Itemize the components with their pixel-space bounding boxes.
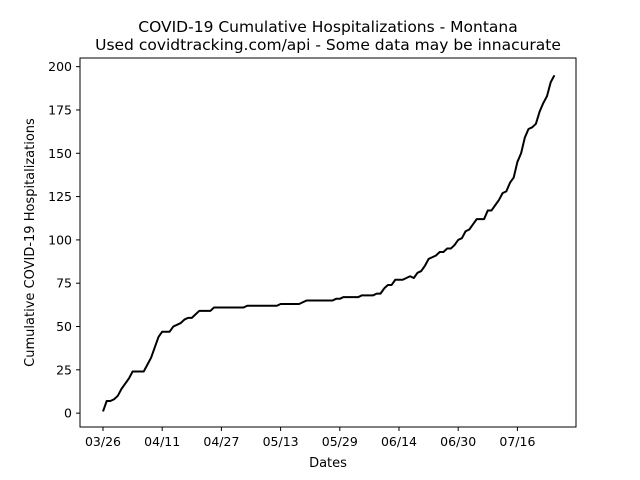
y-tick-label: 75 bbox=[56, 276, 72, 291]
y-axis-label: Cumulative COVID-19 Hospitalizations bbox=[23, 118, 38, 367]
chart-subtitle: Used covidtracking.com/api - Some data m… bbox=[95, 36, 561, 54]
y-tick-label: 0 bbox=[64, 406, 72, 421]
y-axis-ticks: 0 25 50 75 100 125 150 175 200 bbox=[48, 59, 80, 421]
y-tick-label: 100 bbox=[48, 232, 72, 247]
y-tick-label: 150 bbox=[48, 146, 72, 161]
x-tick-label: 04/27 bbox=[203, 434, 239, 449]
y-tick-label: 175 bbox=[48, 102, 72, 117]
y-tick-label: 125 bbox=[48, 189, 72, 204]
x-axis-ticks: 03/26 04/11 04/27 05/13 05/29 06/14 06/30 07/16 bbox=[85, 427, 535, 449]
x-tick-label: 06/30 bbox=[440, 434, 476, 449]
x-tick-label: 07/16 bbox=[499, 434, 535, 449]
x-axis-label: Dates bbox=[309, 456, 347, 471]
x-tick-label: 03/26 bbox=[85, 434, 121, 449]
y-tick-label: 200 bbox=[48, 59, 72, 74]
x-tick-label: 05/13 bbox=[263, 434, 299, 449]
x-tick-label: 06/14 bbox=[381, 434, 417, 449]
y-tick-label: 50 bbox=[56, 319, 72, 334]
y-tick-label: 25 bbox=[56, 362, 72, 377]
x-tick-label: 05/29 bbox=[322, 434, 358, 449]
plot-frame bbox=[79, 57, 577, 428]
x-tick-label: 04/11 bbox=[144, 434, 180, 449]
series-line bbox=[102, 74, 556, 412]
chart-title: COVID-19 Cumulative Hospitalizations - M… bbox=[138, 18, 517, 36]
